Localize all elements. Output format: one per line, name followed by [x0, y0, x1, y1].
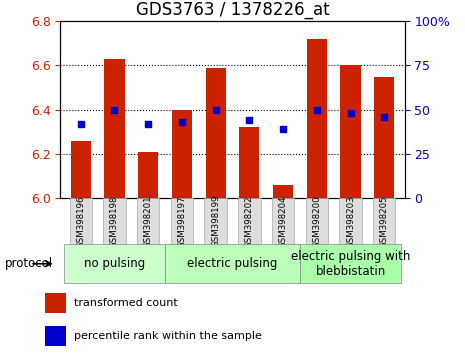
Point — [246, 118, 253, 123]
Text: protocol: protocol — [5, 257, 53, 270]
Bar — [239, 127, 259, 198]
FancyBboxPatch shape — [103, 198, 126, 244]
Text: transformed count: transformed count — [74, 298, 178, 308]
FancyBboxPatch shape — [137, 198, 159, 244]
Bar — [340, 65, 361, 198]
Point — [77, 121, 85, 127]
Text: electric pulsing: electric pulsing — [187, 257, 278, 270]
Bar — [46, 326, 66, 346]
FancyBboxPatch shape — [64, 244, 165, 283]
Text: electric pulsing with
blebbistatin: electric pulsing with blebbistatin — [291, 250, 410, 278]
Title: GDS3763 / 1378226_at: GDS3763 / 1378226_at — [136, 1, 329, 18]
FancyBboxPatch shape — [306, 198, 328, 244]
Point — [212, 107, 219, 113]
Text: GSM398202: GSM398202 — [245, 195, 254, 247]
Text: GSM398199: GSM398199 — [211, 195, 220, 247]
Text: GSM398203: GSM398203 — [346, 195, 355, 247]
Bar — [71, 141, 91, 198]
Text: GSM398200: GSM398200 — [312, 195, 321, 247]
Point — [313, 107, 320, 113]
FancyBboxPatch shape — [70, 198, 92, 244]
Text: GSM398198: GSM398198 — [110, 195, 119, 247]
Text: GSM398197: GSM398197 — [177, 195, 186, 247]
FancyBboxPatch shape — [165, 244, 300, 283]
FancyBboxPatch shape — [205, 198, 227, 244]
Bar — [307, 39, 327, 198]
Bar — [206, 68, 226, 198]
Point — [111, 107, 118, 113]
Text: no pulsing: no pulsing — [84, 257, 145, 270]
FancyBboxPatch shape — [373, 198, 395, 244]
FancyBboxPatch shape — [171, 198, 193, 244]
FancyBboxPatch shape — [238, 198, 260, 244]
Text: GSM398196: GSM398196 — [76, 195, 85, 247]
Text: GSM398205: GSM398205 — [380, 195, 389, 247]
Point — [347, 110, 354, 116]
Text: GSM398201: GSM398201 — [144, 195, 153, 247]
FancyBboxPatch shape — [272, 198, 294, 244]
Text: percentile rank within the sample: percentile rank within the sample — [74, 331, 262, 341]
Bar — [104, 59, 125, 198]
Bar — [374, 76, 394, 198]
Bar — [138, 152, 158, 198]
Bar — [46, 293, 66, 313]
FancyBboxPatch shape — [300, 244, 401, 283]
Text: GSM398204: GSM398204 — [279, 195, 288, 247]
Bar — [172, 110, 192, 198]
FancyBboxPatch shape — [339, 198, 362, 244]
Point — [279, 126, 287, 132]
Point — [380, 114, 388, 120]
Point — [178, 119, 186, 125]
Point — [145, 121, 152, 127]
Bar — [273, 185, 293, 198]
